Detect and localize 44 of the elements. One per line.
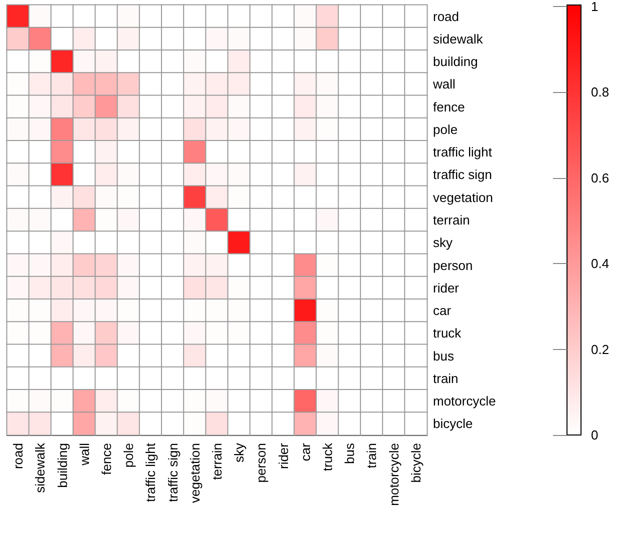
x-tick-label: person (254, 443, 269, 483)
x-tick-label: traffic light (143, 442, 158, 502)
y-tick-label: vegetation (433, 190, 493, 205)
x-tick-label: sky (232, 442, 247, 462)
x-tick-label: fence (98, 443, 114, 475)
y-tick-label: building (433, 54, 478, 70)
x-tick-label: motorcycle (386, 443, 402, 506)
x-tick-label: rider (276, 442, 291, 470)
x-tick-label: bicycle (408, 443, 424, 483)
y-tick-label: person (433, 258, 473, 273)
y-tick-label: rider (433, 280, 460, 296)
color-bar-label: 1 (591, 0, 598, 14)
y-tick-label: fence (433, 99, 465, 114)
y-tick-label: pole (433, 122, 458, 137)
x-tick-label: traffic sign (165, 443, 180, 502)
x-tick-label: bus (342, 442, 358, 464)
x-tick-label: sidewalk (32, 442, 48, 493)
color-bar-label: 0.8 (591, 84, 610, 100)
y-tick-label: sky (433, 235, 453, 250)
y-tick-label: wall (432, 76, 456, 92)
x-tick-label: wall (76, 442, 92, 466)
y-tick-label: motorcycle (433, 394, 496, 409)
y-tick-label: traffic light (433, 144, 492, 160)
y-tick-label: truck (433, 326, 462, 341)
color-bar-label: 0.2 (591, 342, 610, 357)
y-tick-label: train (433, 370, 458, 386)
y-tick-label: traffic sign (433, 167, 492, 182)
x-tick-label: terrain (210, 443, 224, 480)
y-tick-label: sidewalk (433, 31, 484, 46)
y-tick-label: car (433, 303, 452, 318)
x-tick-label: road (10, 443, 26, 470)
color-bar-label: 0.4 (591, 256, 610, 272)
y-tick-label: bus (433, 348, 454, 364)
y-tick-label: road (433, 8, 460, 24)
x-tick-label: building (54, 443, 70, 488)
x-tick-label: truck (320, 442, 336, 472)
x-tick-label: pole (121, 443, 136, 468)
x-tick-label: car (298, 442, 313, 462)
y-tick-label: terrain (433, 212, 470, 228)
x-tick-label: vegetation (187, 443, 202, 503)
color-bar-label: 0 (591, 428, 598, 442)
color-bar-label: 0.6 (591, 170, 610, 186)
y-tick-label: bicycle (433, 416, 473, 432)
x-tick-label: train (364, 443, 380, 468)
